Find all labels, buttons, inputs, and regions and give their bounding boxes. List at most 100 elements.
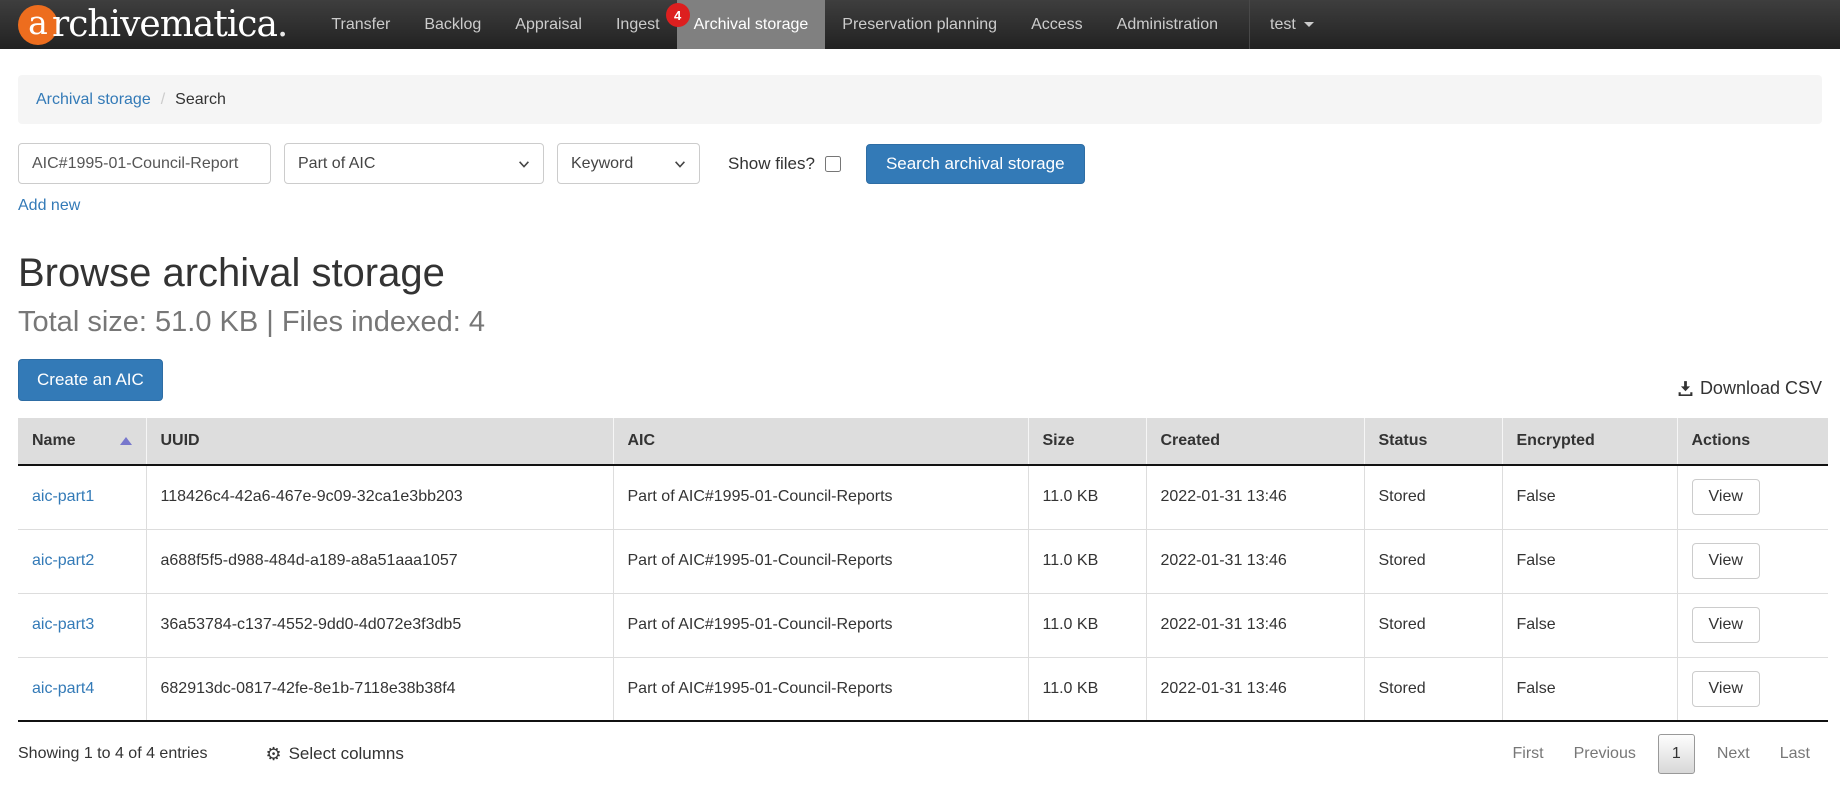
uuid-cell: 682913dc-0817-42fe-8e1b-7118e38b38f4 [146, 657, 614, 722]
aic-cell: Part of AIC#1995-01-Council-Reports [613, 593, 1029, 658]
breadcrumb-separator: / [160, 90, 166, 108]
logo-text: rchivematica [52, 4, 278, 45]
status-cell: Stored [1364, 465, 1503, 530]
status-cell: Stored [1364, 593, 1503, 658]
search-type-select[interactable]: Keyword [557, 143, 700, 184]
breadcrumb-archival-storage-link[interactable]: Archival storage [36, 90, 151, 108]
chevron-down-icon [675, 160, 685, 168]
pagination-last[interactable]: Last [1779, 745, 1810, 762]
logo-dot: . [276, 4, 289, 45]
column-header-name-label: Name [32, 432, 76, 449]
column-header-uuid[interactable]: UUID [146, 418, 614, 466]
uuid-cell: 118426c4-42a6-467e-9c09-32ca1e3bb203 [146, 465, 614, 530]
select-columns-button[interactable]: ⚙ Select columns [265, 744, 403, 764]
view-button[interactable]: View [1691, 479, 1760, 516]
table-footer: Showing 1 to 4 of 4 entries ⚙ Select col… [18, 734, 1822, 774]
column-header-name[interactable]: Name [18, 418, 147, 466]
encrypted-cell: False [1502, 465, 1678, 530]
table-row: aic-part3 36a53784-c137-4552-9dd0-4d072e… [18, 593, 1828, 658]
pagination-next[interactable]: Next [1716, 745, 1750, 762]
encrypted-cell: False [1502, 529, 1678, 594]
pagination: First Previous 1 Next Last [1512, 734, 1822, 774]
created-cell: 2022-01-31 13:46 [1146, 593, 1365, 658]
show-files-label: Show files? [728, 154, 841, 174]
status-cell: Stored [1364, 657, 1503, 722]
column-header-status[interactable]: Status [1364, 418, 1503, 466]
view-button[interactable]: View [1691, 543, 1760, 579]
column-header-created[interactable]: Created [1146, 418, 1365, 466]
select-columns-label: Select columns [288, 744, 404, 763]
download-icon [1678, 381, 1693, 396]
search-field-selected: Part of AIC [298, 154, 376, 172]
pagination-first[interactable]: First [1512, 745, 1544, 762]
status-cell: Stored [1364, 529, 1503, 594]
uuid-cell: 36a53784-c137-4552-9dd0-4d072e3f3db5 [146, 593, 614, 658]
created-cell: 2022-01-31 13:46 [1146, 529, 1365, 594]
archival-storage-table: Name UUID AIC Size Created Status Encryp… [18, 418, 1828, 722]
download-csv-label: Download CSV [1699, 378, 1822, 398]
showing-entries-text: Showing 1 to 4 of 4 entries [18, 745, 208, 762]
view-button[interactable]: View [1691, 670, 1760, 707]
table-header-row: Name UUID AIC Size Created Status Encryp… [18, 418, 1828, 466]
sort-ascending-icon [119, 437, 132, 445]
nav-item-ingest-label: Ingest [615, 15, 660, 33]
logo-a-icon: a [18, 4, 58, 45]
search-form: Part of AIC Keyword Show files? Search a… [18, 143, 1822, 184]
nav-item-ingest[interactable]: Ingest 4 [599, 0, 690, 49]
show-files-checkbox[interactable] [824, 155, 841, 172]
created-cell: 2022-01-31 13:46 [1146, 465, 1365, 530]
nav-item-administration[interactable]: Administration [1116, 15, 1219, 33]
breadcrumb: Archival storage / Search [18, 75, 1822, 124]
nav-divider [1249, 0, 1251, 49]
user-menu-dropdown[interactable]: test [1250, 0, 1334, 49]
aip-name-link[interactable]: aic-part3 [32, 616, 95, 633]
top-navbar: a rchivematica. Transfer Backlog Appraisa… [0, 0, 1840, 49]
table-row: aic-part2 a688f5f5-d988-484d-a189-a8a51a… [18, 529, 1828, 594]
column-header-actions: Actions [1677, 418, 1828, 466]
table-row: aic-part4 682913dc-0817-42fe-8e1b-7118e3… [18, 657, 1828, 722]
uuid-cell: a688f5f5-d988-484d-a189-a8a51aaa1057 [146, 529, 614, 594]
create-aic-button[interactable]: Create an AIC [18, 359, 163, 401]
archivematica-logo[interactable]: a rchivematica. [0, 0, 314, 49]
view-button[interactable]: View [1691, 607, 1760, 643]
nav-item-appraisal[interactable]: Appraisal [515, 15, 582, 33]
search-submit-button[interactable]: Search archival storage [865, 143, 1085, 184]
table-row: aic-part1 118426c4-42a6-467e-9c09-32ca1e… [18, 465, 1828, 530]
pagination-current-page[interactable]: 1 [1657, 734, 1695, 774]
aip-name-link[interactable]: aic-part4 [32, 679, 95, 697]
nav-item-backlog[interactable]: Backlog [424, 15, 482, 33]
column-header-encrypted[interactable]: Encrypted [1502, 418, 1678, 466]
gear-icon: ⚙ [265, 744, 282, 764]
encrypted-cell: False [1502, 657, 1678, 722]
nav-item-archival-storage[interactable]: Archival storage [676, 0, 826, 49]
aic-cell: Part of AIC#1995-01-Council-Reports [613, 657, 1029, 722]
column-header-aic[interactable]: AIC [613, 418, 1029, 466]
size-cell: 11.0 KB [1028, 657, 1147, 722]
size-cell: 11.0 KB [1028, 465, 1147, 530]
column-header-size[interactable]: Size [1028, 418, 1147, 466]
table-toolbar: Create an AIC Download CSV [18, 359, 1822, 401]
page-title: Browse archival storage [18, 251, 445, 295]
size-cell: 11.0 KB [1028, 529, 1147, 594]
chevron-down-icon [1303, 22, 1314, 27]
nav-item-transfer[interactable]: Transfer [331, 15, 391, 33]
main-nav: Transfer Backlog Appraisal Ingest 4 Arch… [314, 0, 1235, 49]
user-menu-label: test [1270, 15, 1296, 33]
aip-name-link[interactable]: aic-part2 [32, 552, 95, 569]
show-files-text: Show files? [728, 153, 815, 173]
search-query-input[interactable] [18, 143, 271, 184]
breadcrumb-current: Search [175, 90, 226, 108]
nav-item-preservation-planning[interactable]: Preservation planning [842, 15, 998, 33]
add-new-link[interactable]: Add new [18, 197, 81, 214]
download-csv-link[interactable]: Download CSV [1677, 378, 1822, 401]
search-type-selected: Keyword [571, 154, 634, 172]
nav-item-access[interactable]: Access [1031, 15, 1083, 33]
storage-summary: Total size: 51.0 KB | Files indexed: 4 [18, 306, 485, 338]
search-field-select[interactable]: Part of AIC [284, 143, 544, 184]
size-cell: 11.0 KB [1028, 593, 1147, 658]
pagination-previous[interactable]: Previous [1573, 745, 1636, 762]
aip-name-link[interactable]: aic-part1 [32, 488, 95, 506]
aic-cell: Part of AIC#1995-01-Council-Reports [613, 529, 1029, 594]
aic-cell: Part of AIC#1995-01-Council-Reports [613, 465, 1029, 530]
encrypted-cell: False [1502, 593, 1678, 658]
